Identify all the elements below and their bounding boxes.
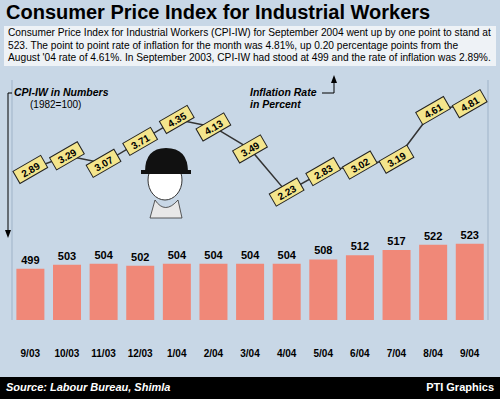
svg-text:4/04: 4/04 — [277, 348, 297, 359]
svg-text:504: 504 — [241, 249, 260, 261]
html-text:CPI-IW in Numbers: CPI-IW in Numbers — [14, 86, 109, 98]
svg-text:6/04: 6/04 — [350, 348, 370, 359]
svg-text:9/04: 9/04 — [460, 348, 480, 359]
svg-text:2.23: 2.23 — [276, 183, 299, 202]
svg-text:4.61: 4.61 — [422, 101, 445, 120]
svg-text:504: 504 — [204, 249, 223, 261]
svg-text:3.71: 3.71 — [129, 132, 152, 151]
svg-text:11/03: 11/03 — [91, 348, 116, 359]
html-text:Consumer Price Index for Indus: Consumer Price Index for Industrial Work… — [8, 27, 491, 63]
html-text:Consumer Price Index for Indus: Consumer Price Index for Industrial Work… — [6, 1, 431, 23]
svg-text:7/04: 7/04 — [387, 348, 407, 359]
svg-text:523: 523 — [461, 229, 479, 241]
svg-text:3/04: 3/04 — [240, 348, 260, 359]
svg-text:12/03: 12/03 — [128, 348, 153, 359]
svg-text:3.19: 3.19 — [386, 150, 409, 169]
svg-text:508: 508 — [314, 244, 332, 256]
svg-text:2/04: 2/04 — [204, 348, 224, 359]
svg-text:522: 522 — [424, 230, 442, 242]
svg-text:3.49: 3.49 — [239, 140, 262, 159]
svg-text:503: 503 — [58, 250, 76, 262]
svg-text:517: 517 — [387, 235, 405, 247]
html-text:PTI Graphics: PTI Graphics — [426, 381, 494, 393]
svg-text:512: 512 — [351, 240, 369, 252]
svg-text:10/03: 10/03 — [54, 348, 79, 359]
svg-text:502: 502 — [131, 251, 149, 263]
html-text:Source: Labour Bureau, Shimla: Source: Labour Bureau, Shimla — [6, 381, 171, 393]
svg-text:504: 504 — [168, 249, 187, 261]
svg-text:504: 504 — [278, 249, 297, 261]
svg-text:1/04: 1/04 — [167, 348, 187, 359]
svg-text:3.29: 3.29 — [56, 146, 79, 165]
svg-text:4.13: 4.13 — [202, 118, 225, 137]
html-text:Inflation Rate in Percent: Inflation Rate in Percent — [250, 86, 317, 110]
svg-text:5/04: 5/04 — [313, 348, 333, 359]
svg-text:8/04: 8/04 — [423, 348, 443, 359]
svg-text:4.35: 4.35 — [166, 110, 189, 129]
html-text:(1982=100): (1982=100) — [30, 99, 82, 110]
svg-text:499: 499 — [21, 254, 39, 266]
svg-text:9/03: 9/03 — [21, 348, 41, 359]
svg-text:504: 504 — [94, 249, 113, 261]
svg-text:3.02: 3.02 — [349, 156, 372, 175]
svg-text:2.89: 2.89 — [19, 160, 42, 179]
svg-text:3.07: 3.07 — [93, 154, 116, 173]
svg-text:2.83: 2.83 — [312, 162, 335, 181]
svg-text:4.81: 4.81 — [459, 94, 482, 113]
